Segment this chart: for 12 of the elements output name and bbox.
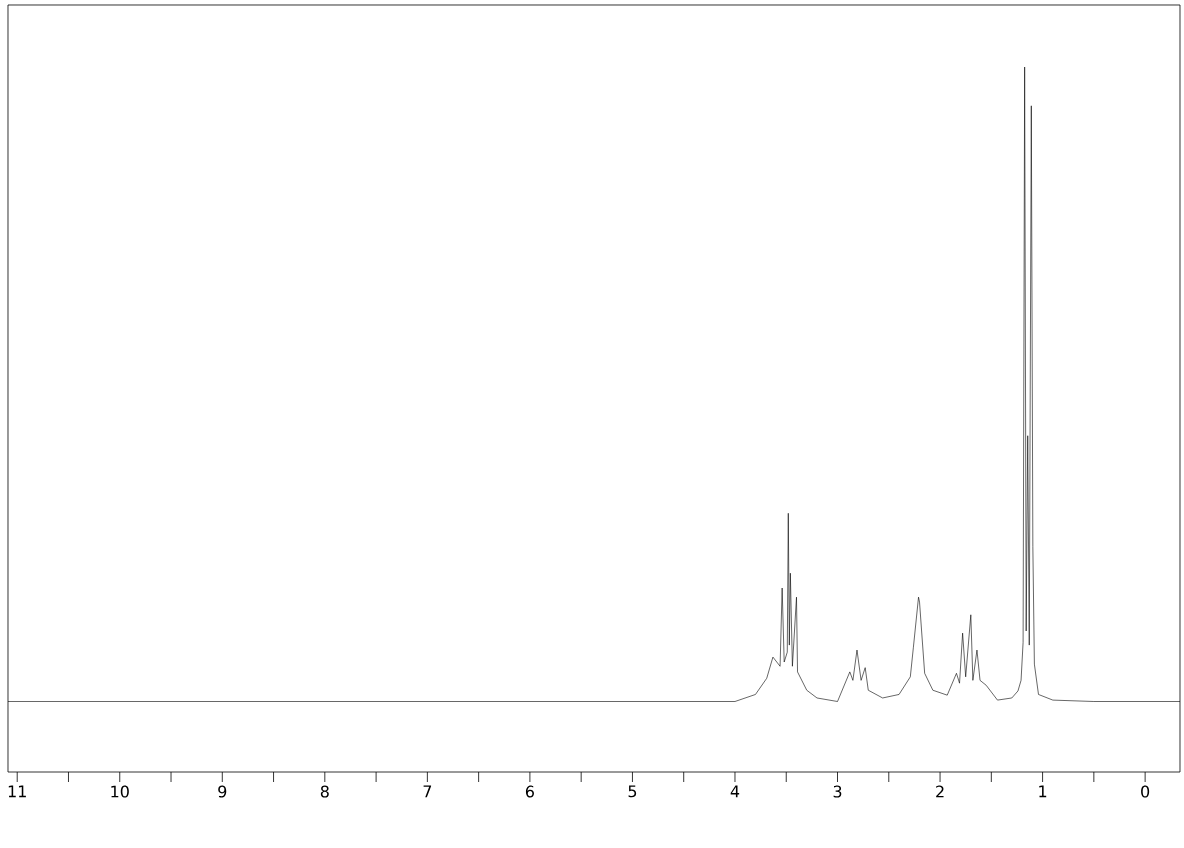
x-tick-label: 4 bbox=[730, 785, 740, 798]
x-tick-label: 7 bbox=[423, 785, 432, 798]
x-tick-label: 3 bbox=[833, 785, 842, 798]
x-tick-label: 0 bbox=[1141, 785, 1150, 798]
x-tick-label: 2 bbox=[936, 785, 944, 798]
x-tick-label: 5 bbox=[628, 785, 637, 798]
x-tick-label: 6 bbox=[525, 785, 534, 798]
x-tick-label: 1 bbox=[1039, 785, 1047, 798]
x-tick-label: 9 bbox=[218, 785, 227, 798]
x-tick-label: 10 bbox=[111, 785, 129, 798]
x-tick-label: 8 bbox=[320, 785, 329, 798]
x-tick-label: 11 bbox=[8, 785, 26, 798]
